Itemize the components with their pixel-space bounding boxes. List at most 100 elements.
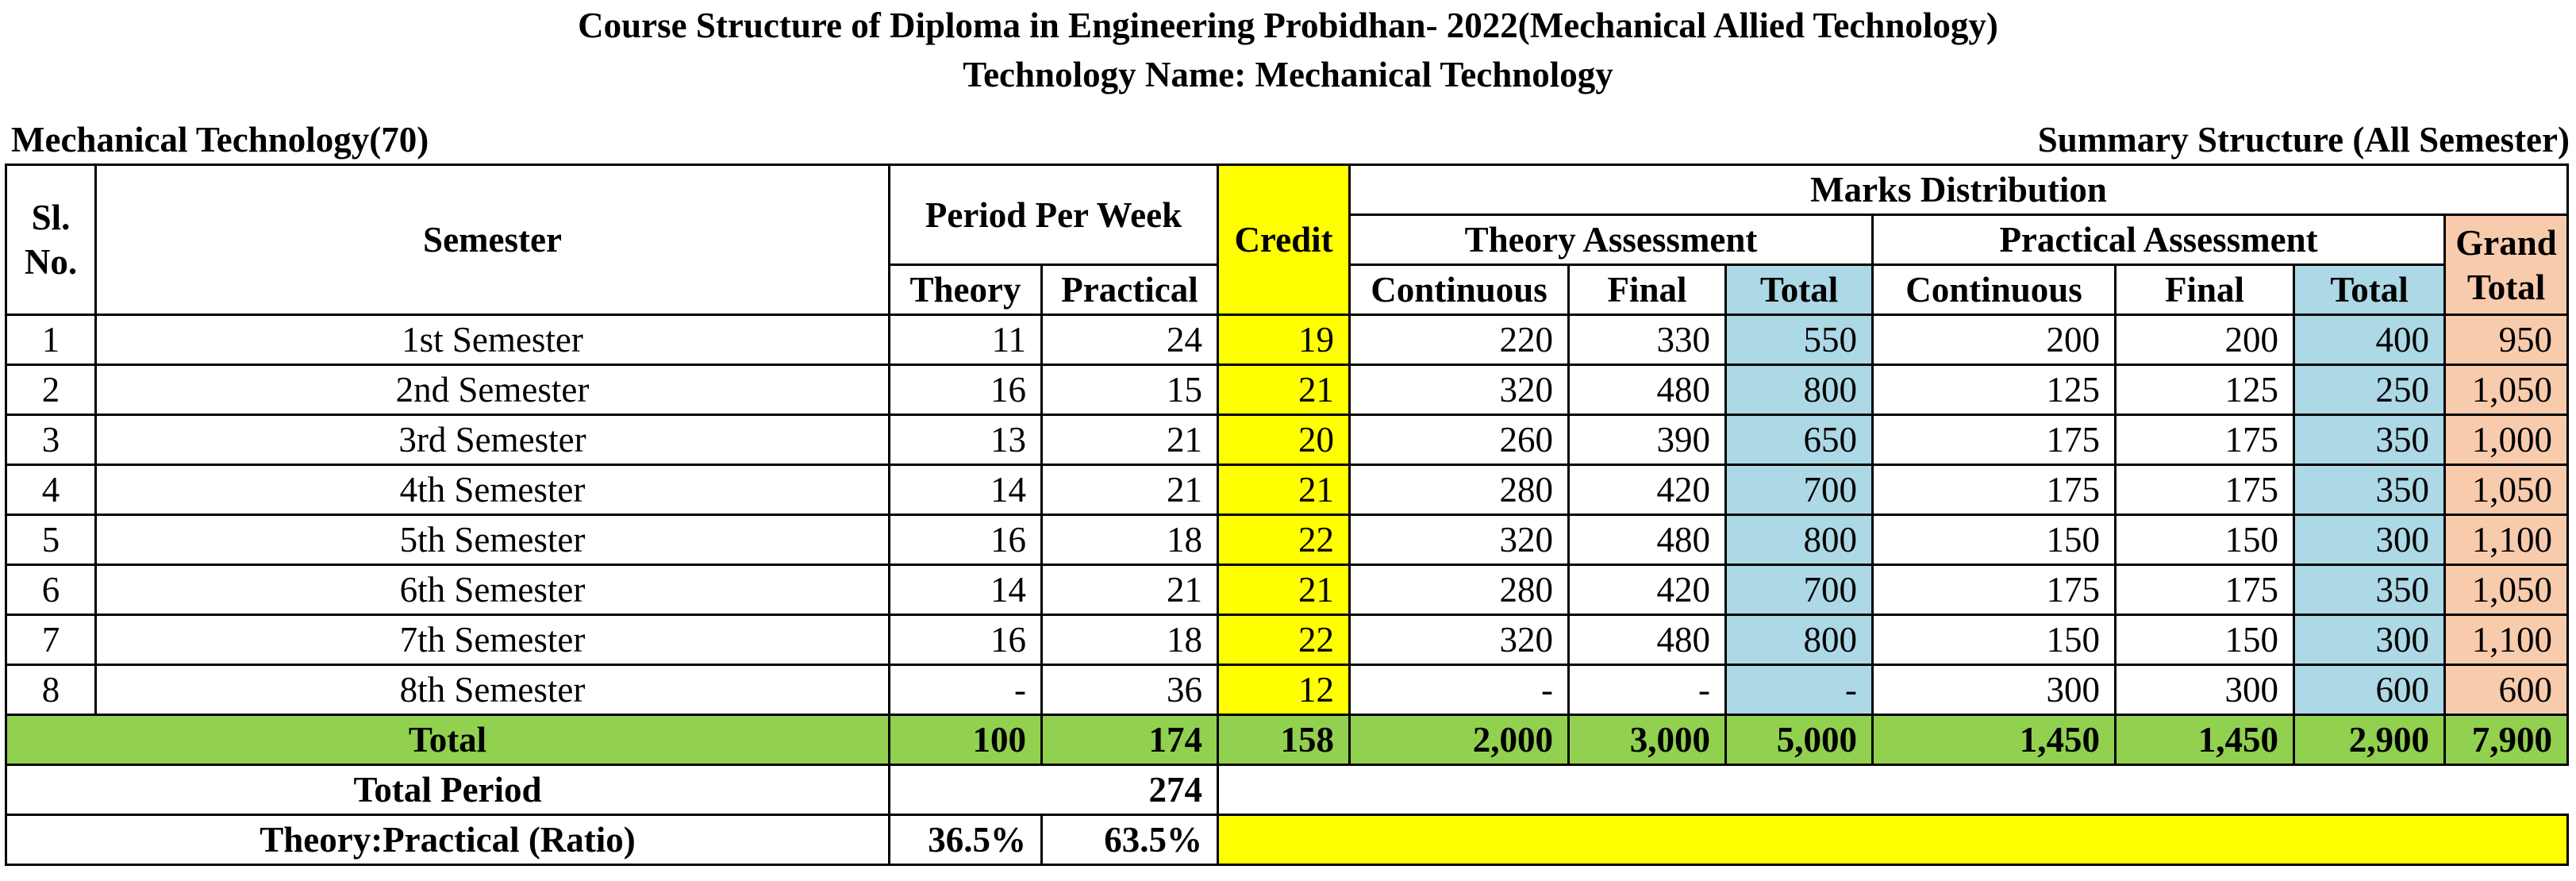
sl-no-cell: 6 [5,564,97,616]
total-period-value: 274 [887,764,1220,816]
practical-continuous-header: Continuous [1871,264,2117,316]
total-practical-period: 174 [1040,714,1220,766]
total-practical-total: 2,900 [2293,714,2447,766]
practical-total-header: Total [2293,264,2447,316]
table-body: Sl. No. Semester Period Per Week Credit … [5,164,2570,866]
theory-final-cell: 480 [1567,614,1728,666]
practical-total-cell: 300 [2293,614,2447,666]
practical-continuous-cell: 300 [1871,664,2117,716]
theory-continuous-cell: 280 [1348,464,1571,516]
practical-continuous-cell: 175 [1871,414,2117,466]
total-theory-period: 100 [888,714,1043,766]
grand-total-cell: 600 [2443,664,2570,716]
theory-period-cell: 14 [888,464,1043,516]
sl-no-cell: 4 [5,464,97,516]
theory-final-cell: 330 [1567,314,1728,366]
theory-total-cell: 700 [1724,464,1874,516]
semester-header: Semester [94,164,890,316]
practical-period-cell: 24 [1040,314,1220,366]
ratio-highlight-bar [1217,814,2570,866]
theory-final-cell: 420 [1567,464,1728,516]
summary-structure-label: Summary Structure (All Semester) [2037,120,2570,160]
credit-cell: 21 [1217,564,1351,616]
practical-final-cell: 150 [2114,514,2296,566]
marks-distribution-header: Marks Distribution [1348,164,2570,216]
period-per-week-header: Period Per Week [887,164,1220,266]
theory-continuous-cell: 280 [1348,564,1571,616]
course-structure-table: Sl. No. Semester Period Per Week Credit … [5,164,2570,866]
technology-code-label: Mechanical Technology(70) [11,120,429,160]
theory-final-cell: 390 [1567,414,1728,466]
theory-period-cell: 16 [888,364,1043,416]
header-row-1: Sl. No. Semester Period Per Week Credit … [5,164,2570,316]
theory-period-cell: - [888,664,1043,716]
practical-period-cell: 21 [1040,464,1220,516]
practical-final-cell: 300 [2114,664,2296,716]
practical-final-cell: 175 [2114,564,2296,616]
header-row-2: Theory Assessment Practical Assessment G… [6,214,2570,316]
semester-cell: 5th Semester [94,514,890,566]
semester-cell: 8th Semester [94,664,890,716]
ratio-theory: 36.5% [888,814,1043,866]
theory-period-cell: 16 [888,614,1043,666]
grand-total-cell: 1,000 [2443,414,2570,466]
sl-no-cell: 1 [5,314,97,366]
practical-final-cell: 175 [2114,414,2296,466]
sl-no-cell: 8 [5,664,97,716]
practical-period-cell: 15 [1040,364,1220,416]
table-row: 7 7th Semester 16 18 22 320 480 800 150 150 300 1,1… [5,614,2570,666]
theory-total-cell: 800 [1724,614,1874,666]
total-grand-total: 7,900 [2443,714,2570,766]
practical-period-header: Practical [1040,264,1220,316]
sl-no-cell: 7 [5,614,97,666]
total-theory-total: 5,000 [1724,714,1874,766]
theory-final-header: Final [1567,264,1728,316]
practical-final-header: Final [2114,264,2296,316]
theory-total-cell: 800 [1724,514,1874,566]
practical-total-cell: 400 [2293,314,2447,366]
theory-total-header: Total [1724,264,1874,316]
sl-no-header: Sl. No. [5,164,97,316]
practical-final-cell: 175 [2114,464,2296,516]
table-row: 6 6th Semester 14 21 21 280 420 700 175 175 350 1,0… [5,564,2570,616]
practical-continuous-cell: 175 [1871,464,2117,516]
practical-continuous-cell: 175 [1871,564,2117,616]
theory-continuous-cell: - [1348,664,1571,716]
credit-cell: 21 [1217,364,1351,416]
theory-final-cell: 480 [1567,364,1728,416]
blank-area [1218,765,2568,815]
total-theory-continuous: 2,000 [1348,714,1571,766]
sl-no-cell: 5 [5,514,97,566]
theory-continuous-header: Continuous [1348,264,1571,316]
semester-cell: 6th Semester [94,564,890,616]
page-title: Course Structure of Diploma in Engineeri… [578,6,1998,45]
theory-total-cell: 550 [1724,314,1874,366]
table-row: 2 2nd Semester 16 15 21 320 480 800 125 125 250 1,0… [5,364,2570,416]
practical-total-cell: 250 [2293,364,2447,416]
total-credit: 158 [1217,714,1351,766]
theory-total-cell: 650 [1724,414,1874,466]
theory-period-cell: 13 [888,414,1043,466]
header-row-3: Theory Practical Continuous Final Total … [6,264,2568,316]
theory-continuous-cell: 260 [1348,414,1571,466]
semester-cell: 7th Semester [94,614,890,666]
total-practical-continuous: 1,450 [1871,714,2117,766]
technology-name: Technology Name: Mechanical Technology [963,55,1613,94]
semester-cell: 4th Semester [94,464,890,516]
practical-total-cell: 300 [2293,514,2447,566]
grand-total-cell: 1,100 [2443,514,2570,566]
grand-total-cell: 1,050 [2443,364,2570,416]
theory-final-cell: - [1567,664,1728,716]
practical-final-cell: 150 [2114,614,2296,666]
practical-continuous-cell: 150 [1871,614,2117,666]
theory-total-cell: - [1724,664,1874,716]
credit-cell: 22 [1217,614,1351,666]
table-row: 5 5th Semester 16 18 22 320 480 800 150 150 300 1,1… [5,514,2570,566]
theory-period-cell: 11 [888,314,1043,366]
practical-period-cell: 21 [1040,564,1220,616]
practical-total-cell: 350 [2293,564,2447,616]
theory-continuous-cell: 320 [1348,364,1571,416]
practical-total-cell: 350 [2293,414,2447,466]
total-row: Total 100 174 158 2,000 3,000 5,000 1,45… [5,714,2570,766]
sl-no-cell: 2 [5,364,97,416]
